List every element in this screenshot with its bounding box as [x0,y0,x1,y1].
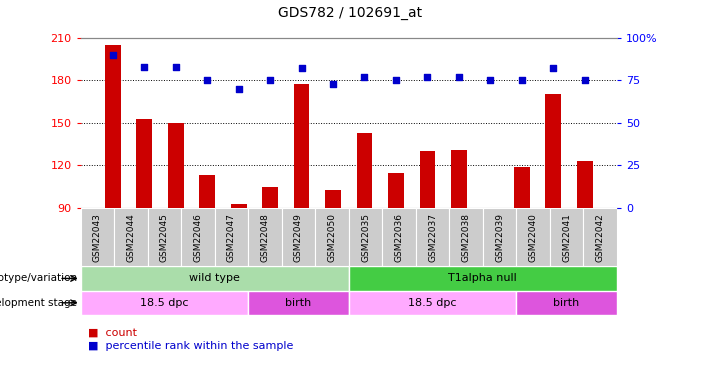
Bar [451,150,467,208]
Text: birth: birth [285,298,312,308]
Point [202,77,213,83]
Text: GSM22042: GSM22042 [596,213,605,262]
Bar [388,172,404,208]
Text: GSM22047: GSM22047 [227,213,236,262]
Bar [231,204,247,208]
Bar [315,208,349,266]
Point [139,63,150,69]
Bar [545,94,561,208]
Point [264,77,275,83]
Text: genotype/variation: genotype/variation [0,273,77,284]
Bar [325,190,341,208]
Bar [248,208,282,266]
Text: GSM22045: GSM22045 [160,213,169,262]
Text: 18.5 dpc: 18.5 dpc [408,298,457,308]
Text: GSM22046: GSM22046 [193,213,203,262]
Bar [382,208,416,266]
Text: GSM22041: GSM22041 [562,213,571,262]
Text: birth: birth [554,298,580,308]
Text: GSM22038: GSM22038 [461,213,470,262]
Point [296,65,307,71]
Text: T1alpha null: T1alpha null [449,273,517,284]
Bar [419,151,435,208]
Point [454,74,465,80]
Bar [349,291,517,315]
Text: GSM22039: GSM22039 [495,213,504,262]
Bar [514,167,529,208]
Point [547,65,559,71]
Bar [583,208,617,266]
Bar [483,208,517,266]
Point [170,63,182,69]
Bar [517,208,550,266]
Bar [81,266,349,291]
Point [484,77,496,83]
Text: development stage: development stage [0,298,77,308]
Bar [349,266,617,291]
Text: GSM22035: GSM22035 [361,213,370,262]
Bar [114,208,148,266]
Bar [416,208,449,266]
Bar [181,208,215,266]
Text: GSM22049: GSM22049 [294,213,303,262]
Bar [282,208,315,266]
Bar [517,291,617,315]
Bar [550,208,583,266]
Bar [215,208,248,266]
Text: GSM22040: GSM22040 [529,213,538,262]
Text: wild type: wild type [189,273,240,284]
Point [390,77,402,83]
Bar [168,123,184,208]
Text: GSM22043: GSM22043 [93,213,102,262]
Point [422,74,433,80]
Bar [148,208,181,266]
Point [579,77,590,83]
Point [107,52,118,58]
Bar [449,208,483,266]
Text: 18.5 dpc: 18.5 dpc [140,298,189,308]
Bar [577,161,592,208]
Bar [81,208,114,266]
Bar [357,133,372,208]
Bar [81,291,248,315]
Text: ■  percentile rank within the sample: ■ percentile rank within the sample [88,341,293,351]
Text: GSM22050: GSM22050 [327,213,336,262]
Point [516,77,527,83]
Text: ■  count: ■ count [88,328,137,338]
Bar [105,45,121,208]
Point [359,74,370,80]
Point [233,86,244,92]
Point [327,81,339,87]
Bar [262,187,278,208]
Text: GSM22048: GSM22048 [261,213,269,262]
Text: GSM22044: GSM22044 [126,213,135,262]
Text: GSM22036: GSM22036 [395,213,404,262]
Text: GSM22037: GSM22037 [428,213,437,262]
Bar [248,291,349,315]
Bar [137,118,152,208]
Bar [199,176,215,208]
Text: GDS782 / 102691_at: GDS782 / 102691_at [278,6,423,20]
Bar [294,84,309,208]
Bar [349,208,382,266]
